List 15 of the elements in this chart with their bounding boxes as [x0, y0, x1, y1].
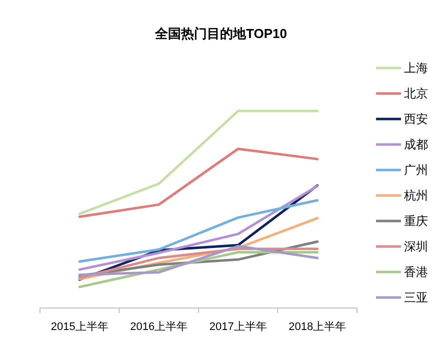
legend-label: 西安	[404, 112, 428, 126]
legend-label: 上海	[404, 61, 428, 75]
legend-label: 深圳	[404, 240, 428, 254]
x-tick-label: 2017上半年	[209, 320, 267, 333]
legend-label: 香港	[404, 265, 428, 279]
x-tick-label: 2016上半年	[130, 320, 188, 333]
chart-title: 全国热门目的地TOP10	[154, 26, 287, 41]
x-tick-label: 2015上半年	[50, 320, 108, 333]
legend-label: 三亚	[404, 290, 428, 304]
legend-label: 重庆	[404, 214, 428, 228]
legend-label: 成都	[404, 138, 428, 152]
x-tick-label: 2018上半年	[288, 320, 346, 333]
legend-label: 杭州	[403, 188, 428, 202]
legend-label: 广州	[404, 163, 428, 177]
legend-label: 北京	[404, 86, 428, 100]
